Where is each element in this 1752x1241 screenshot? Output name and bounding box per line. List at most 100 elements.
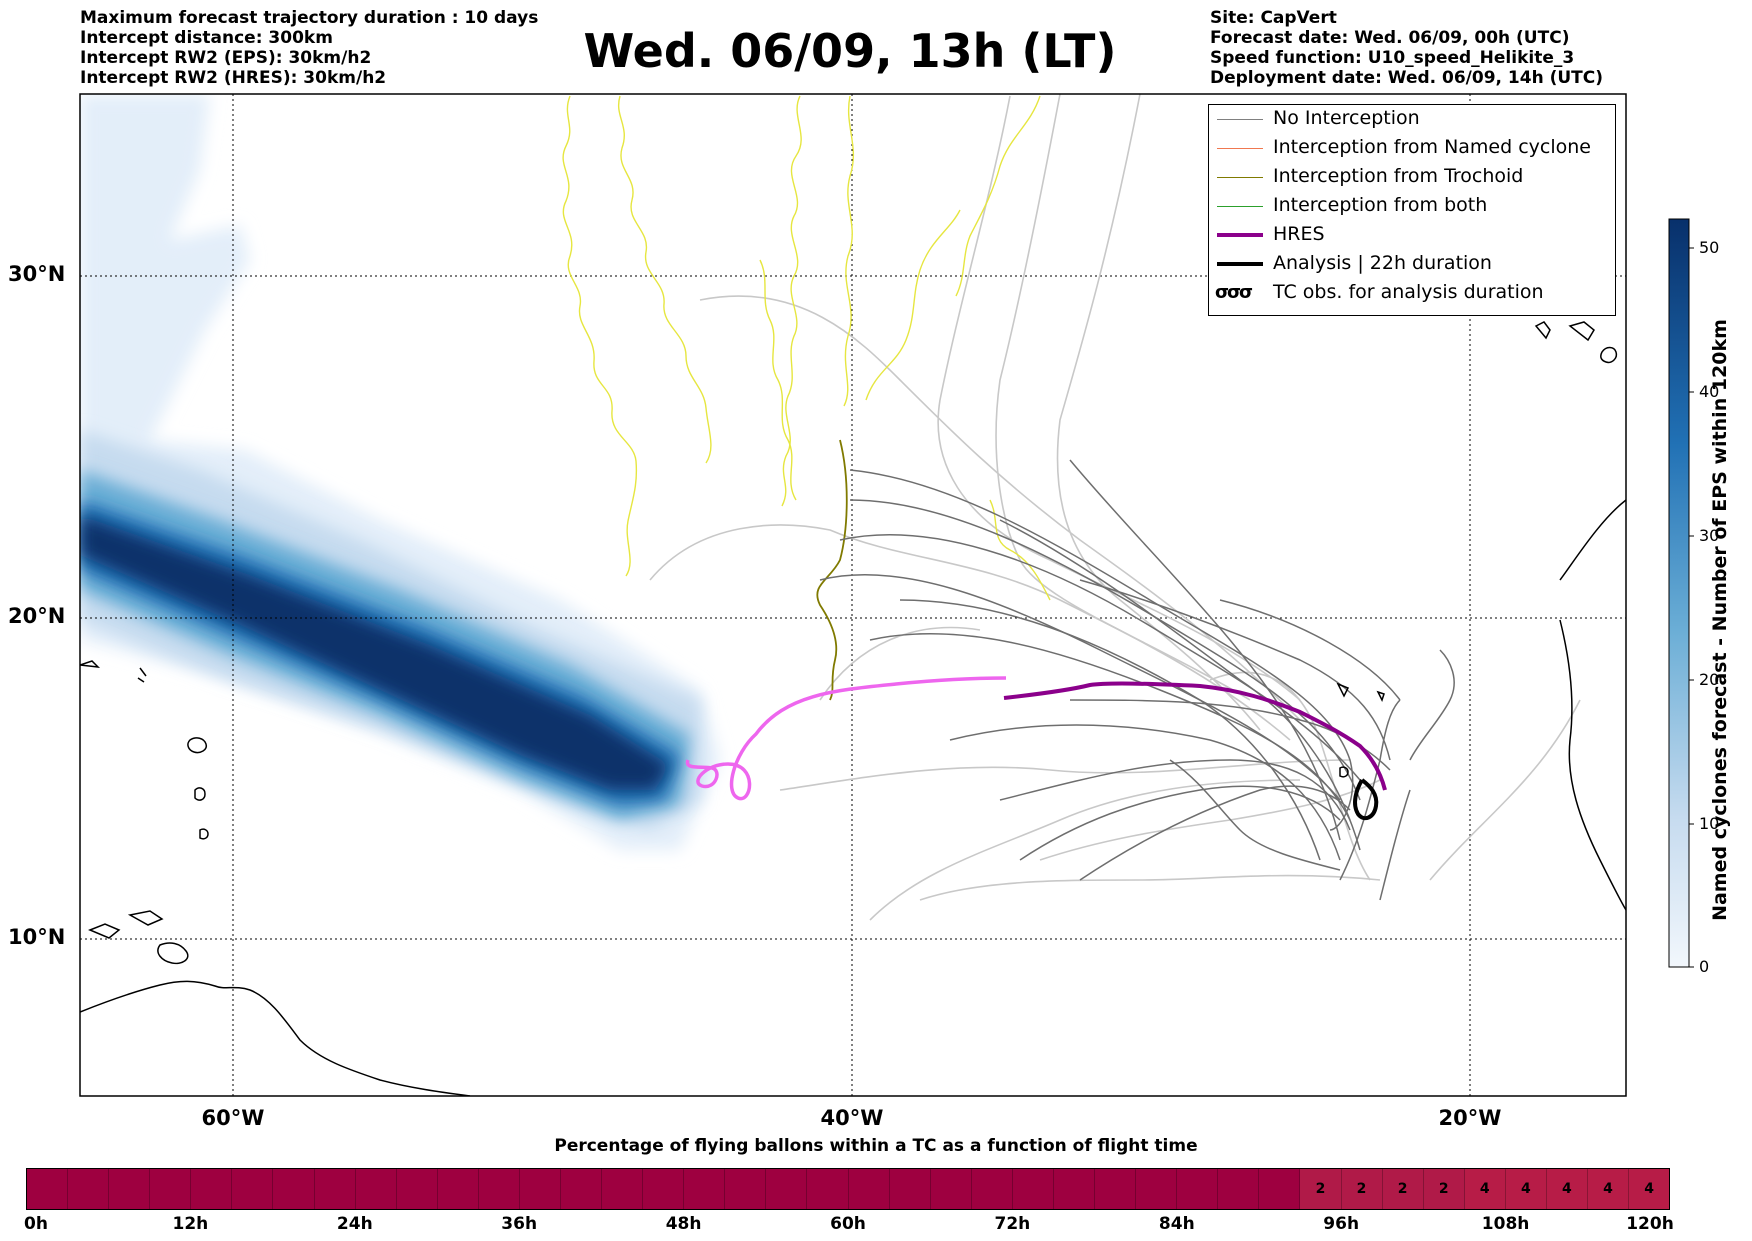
- coastlines: [80, 321, 1626, 1096]
- legend-item-named-cyclone: Interception from Named cyclone: [1209, 134, 1615, 163]
- timebar-cell: [602, 1169, 644, 1209]
- legend-item-tc-obs: σσσ TC obs. for analysis duration: [1209, 279, 1615, 308]
- timebar-cell: [1136, 1169, 1178, 1209]
- legend-swatch: [1217, 206, 1263, 207]
- timebar-cell: [643, 1169, 685, 1209]
- timebar-tick-label: 72h: [994, 1214, 1031, 1234]
- lat-label-30n: 30°N: [8, 262, 66, 286]
- param-duration: Maximum forecast trajectory duration : 1…: [80, 8, 539, 28]
- timebar-tick-label: 108h: [1481, 1214, 1530, 1234]
- forecast-date: Forecast date: Wed. 06/09, 00h (UTC): [1210, 28, 1570, 48]
- legend-swatch: [1217, 148, 1263, 149]
- timebar-cell: [930, 1169, 972, 1209]
- param-intercept-hres: Intercept RW2 (HRES): 30km/h2: [80, 68, 387, 88]
- legend-label: Interception from Trochoid: [1273, 165, 1524, 187]
- timebar-tick-label: 36h: [501, 1214, 538, 1234]
- timebar-cell: [807, 1169, 849, 1209]
- colorbar-tick-20: 20: [1699, 670, 1720, 689]
- site-info: Site: CapVert Forecast date: Wed. 06/09,…: [1210, 8, 1603, 88]
- legend-label: HRES: [1273, 223, 1325, 245]
- param-intercept-distance: Intercept distance: 300km: [80, 28, 333, 48]
- map-area: [80, 94, 1626, 1096]
- legend-swatch: [1217, 262, 1263, 266]
- timebar-cell: [232, 1169, 274, 1209]
- site-name: Site: CapVert: [1210, 8, 1337, 28]
- colorbar-tick-30: 30: [1699, 526, 1720, 545]
- forecast-parameters: Maximum forecast trajectory duration : 1…: [80, 8, 538, 88]
- timebar-cell: 2: [1423, 1169, 1465, 1209]
- timebar-cell: [191, 1169, 233, 1209]
- timebar-cell: [27, 1169, 69, 1209]
- colorbar-bar: [1668, 218, 1690, 968]
- timebar-cell: [314, 1169, 356, 1209]
- legend-item-trochoid: Interception from Trochoid: [1209, 163, 1615, 192]
- legend-label: No Interception: [1273, 107, 1420, 129]
- timebar-cell: [1012, 1169, 1054, 1209]
- timebar-cell: [1259, 1169, 1301, 1209]
- timebar-tick-label: 0h: [24, 1214, 48, 1234]
- timebar-tick-label: 24h: [336, 1214, 373, 1234]
- timebar-tick-label: 60h: [830, 1214, 866, 1234]
- legend-label: Interception from Named cyclone: [1273, 136, 1591, 158]
- timebar-cell: [519, 1169, 562, 1209]
- trochoid-trajectories: [562, 95, 1051, 601]
- timebar-cell: [725, 1169, 767, 1209]
- legend-item-no-interception: No Interception: [1209, 105, 1615, 134]
- timebar-tick-label: 12h: [172, 1214, 209, 1234]
- timebar-cell: 4: [1505, 1169, 1547, 1209]
- trajectories-no-interception: [819, 459, 1455, 901]
- legend-swatch: [1217, 233, 1263, 237]
- colorbar-tick-10: 10: [1699, 814, 1720, 833]
- lat-label-20n: 20°N: [8, 604, 66, 628]
- map-title: Wed. 06/09, 13h (LT): [583, 24, 1117, 78]
- timebar-cell: [766, 1169, 808, 1209]
- lat-label-10n: 10°N: [8, 925, 66, 949]
- analysis-track: [1353, 778, 1379, 821]
- colorbar-tick-40: 40: [1699, 382, 1720, 401]
- legend-label: TC obs. for analysis duration: [1273, 281, 1544, 303]
- timebar-cell: [889, 1169, 931, 1209]
- lon-label-20w: 20°W: [1438, 1106, 1502, 1130]
- timebar-cell: [109, 1169, 151, 1209]
- trajectories-light: [649, 94, 1581, 921]
- timebar-title: Percentage of flying ballons within a TC…: [554, 1136, 1198, 1156]
- lon-label-40w: 40°W: [820, 1106, 884, 1130]
- colorbar-tick-50: 50: [1699, 238, 1720, 257]
- timebar-cell: [150, 1169, 192, 1209]
- timebar-cell: [396, 1169, 438, 1209]
- timebar-cell: [971, 1169, 1013, 1209]
- timebar-cell: [561, 1169, 603, 1209]
- timebar-cell: 4: [1629, 1169, 1670, 1209]
- timebar-cell: [355, 1169, 397, 1209]
- timebar-cell: [684, 1169, 726, 1209]
- timebar-cell: 4: [1587, 1169, 1630, 1209]
- timebar-cell: [68, 1169, 110, 1209]
- timebar-cell: 4: [1546, 1169, 1588, 1209]
- timebar-cell: 2: [1300, 1169, 1342, 1209]
- timebar-cell: [1053, 1169, 1096, 1209]
- timebar-tick-label: 120h: [1626, 1214, 1674, 1234]
- timebar-tick-label: 84h: [1158, 1214, 1195, 1234]
- tc-obs-symbol-icon: σσσ: [1215, 282, 1253, 303]
- timebar-cell: [848, 1169, 890, 1209]
- legend-label: Interception from both: [1273, 194, 1488, 216]
- colorbar-label: Named cyclones forecast - Number of EPS …: [1709, 319, 1731, 921]
- legend-item-hres: HRES: [1209, 221, 1615, 250]
- hres-forecast-track: [685, 676, 1007, 801]
- lon-label-60w: 60°W: [201, 1106, 265, 1130]
- colorbar-tick-0: 0: [1699, 957, 1710, 976]
- hres-track: [1003, 681, 1387, 791]
- legend-item-both: Interception from both: [1209, 192, 1615, 221]
- legend-label: Analysis | 22h duration: [1273, 252, 1492, 274]
- timebar-tick-label: 48h: [665, 1214, 702, 1234]
- speed-function: Speed function: U10_speed_Helikite_3: [1210, 48, 1575, 68]
- cyclone-density-plume: [80, 94, 720, 850]
- timebar-cell: [1095, 1169, 1137, 1209]
- legend-swatch: [1217, 119, 1263, 120]
- legend-swatch: [1217, 177, 1263, 178]
- timebar-cell: [1218, 1169, 1260, 1209]
- timebar-cell: [478, 1169, 520, 1209]
- timebar-cell: 4: [1464, 1169, 1506, 1209]
